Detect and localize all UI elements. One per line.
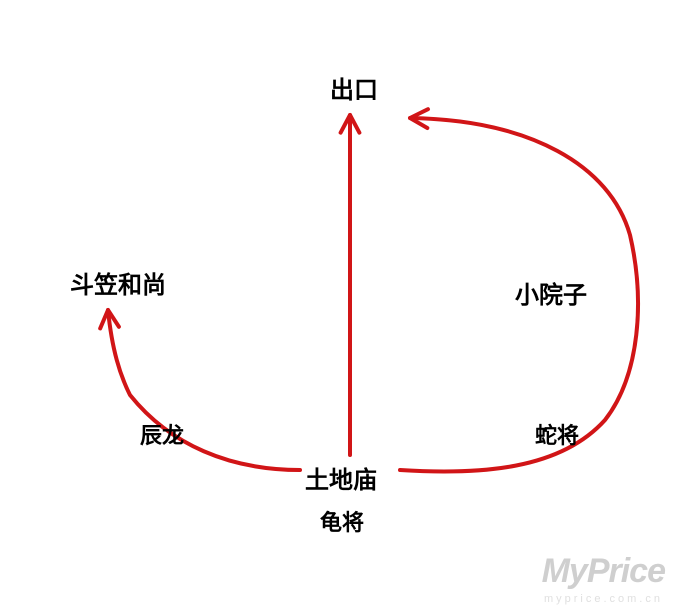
node-exit: 出口 [330,70,378,105]
node-dragon: 辰龙 [140,418,184,450]
node-temple: 土地庙 [305,460,377,495]
arrowhead-temple-to-monk [100,310,119,328]
node-snake: 蛇将 [535,418,579,450]
arrowhead-temple-to-exit [341,115,360,133]
node-turtle: 龟将 [320,505,364,537]
watermark-main: MyPrice [542,552,665,591]
edge-temple-to-monk [108,310,300,470]
node-courtyard: 小院子 [515,275,587,310]
node-monk: 斗笠和尚 [70,265,166,300]
watermark-sub: myprice.com.cn [544,593,663,605]
arrowhead-temple-to-exit-via-courtyard [410,109,428,128]
diagram-canvas: 出口 斗笠和尚 小院子 辰龙 土地庙 龟将 蛇将 MyPrice myprice… [0,0,683,615]
